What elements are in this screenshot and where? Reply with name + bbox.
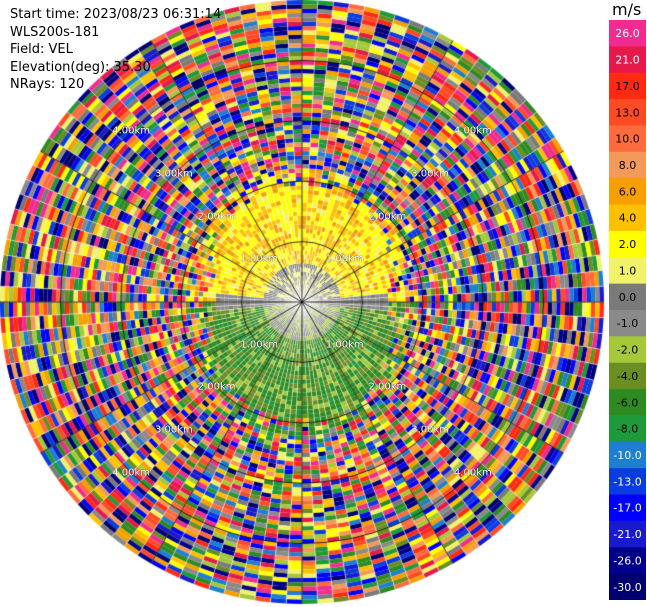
colorbar-swatch: [609, 257, 646, 285]
colorbar-tick-label: 21.0: [615, 54, 640, 67]
colorbar-swatch: [609, 178, 646, 206]
colorbar-tick-label: 17.0: [615, 80, 640, 93]
colorbar: 26.0 21.0 17.0 13.0 10.0 8.0 6.0 4.0 2.0 1.0 0.0 -1…: [609, 20, 646, 600]
colorbar-tick-label: -2.0: [617, 344, 638, 357]
range-ring-label: 4.00km: [112, 125, 151, 137]
range-ring-label: 2.00km: [368, 211, 407, 223]
colorbar-swatch: [609, 230, 646, 258]
colorbar-tick-label: -17.0: [613, 502, 641, 515]
colorbar-tick-label: -10.0: [613, 449, 641, 462]
colorbar-swatch: [609, 310, 646, 337]
elevation-label: Elevation(deg): 35.30: [10, 59, 151, 75]
colorbar-swatch: [609, 468, 646, 496]
range-ring-label: 1.00km: [240, 253, 279, 265]
colorbar-swatch: [609, 336, 646, 364]
range-ring-label: 4.00km: [112, 467, 151, 479]
range-ring-label: 1.00km: [325, 339, 364, 351]
header-info: Start time: 2023/08/23 06:31:14 WLS200s-…: [10, 6, 221, 94]
range-ring-label: 3.00km: [154, 424, 193, 436]
colorbar-swatch: [609, 125, 646, 153]
range-ring-label: 2.00km: [197, 211, 236, 223]
range-ring-label: 3.00km: [411, 424, 450, 436]
range-ring-label: 4.00km: [453, 125, 492, 137]
colorbar-tick-label: 8.0: [619, 159, 637, 172]
colorbar-swatch: [609, 20, 646, 47]
colorbar-swatch: [609, 441, 646, 469]
range-ring-label: 1.00km: [325, 253, 364, 265]
colorbar-swatch: [609, 283, 646, 311]
colorbar-swatch: [609, 46, 646, 74]
colorbar-unit: m/s: [612, 0, 642, 19]
instrument-label: WLS200s-181: [10, 24, 100, 40]
colorbar-tick-label: 13.0: [615, 106, 640, 119]
nrays-label: NRays: 120: [10, 77, 85, 93]
colorbar-tick-label: -1.0: [617, 317, 638, 330]
range-ring-label: 2.00km: [197, 381, 236, 393]
colorbar-tick-label: -4.0: [617, 370, 638, 383]
colorbar-swatch: [609, 547, 646, 575]
colorbar-tick-label: -13.0: [613, 475, 641, 488]
range-ring-label: 3.00km: [154, 168, 193, 180]
start-time-label: Start time: 2023/08/23 06:31:14: [10, 7, 222, 22]
colorbar-swatch: [609, 415, 646, 443]
colorbar-swatch: [609, 494, 646, 522]
colorbar-tick-label: 0.0: [619, 291, 637, 304]
colorbar-swatch: [609, 72, 646, 100]
colorbar-tick-label: -30.0: [613, 581, 641, 594]
colorbar-swatch: [609, 151, 646, 179]
colorbar-swatch: [609, 389, 646, 416]
colorbar-swatch: [609, 362, 646, 390]
colorbar-swatch: [609, 99, 646, 126]
field-label: Field: VEL: [10, 42, 73, 58]
range-ring-label: 1.00km: [240, 339, 279, 351]
colorbar-tick-label: 2.0: [619, 238, 637, 251]
range-ring-label: 2.00km: [368, 381, 407, 393]
colorbar-tick-label: -21.0: [613, 528, 641, 541]
colorbar-tick-label: 26.0: [615, 27, 640, 40]
colorbar-tick-label: -26.0: [613, 554, 641, 567]
colorbar-swatch: [609, 520, 646, 548]
colorbar-tick-label: -8.0: [617, 423, 638, 436]
colorbar-tick-label: 6.0: [619, 185, 637, 198]
range-ring-label: 4.00km: [453, 467, 492, 479]
colorbar-swatch: [609, 204, 646, 232]
colorbar-swatch: [609, 573, 646, 600]
colorbar-tick-label: 10.0: [615, 133, 640, 146]
range-ring-label: 3.00km: [411, 168, 450, 180]
colorbar-tick-label: -6.0: [617, 396, 638, 409]
colorbar-tick-label: 4.0: [619, 212, 637, 225]
colorbar-tick-label: 1.0: [619, 264, 637, 277]
